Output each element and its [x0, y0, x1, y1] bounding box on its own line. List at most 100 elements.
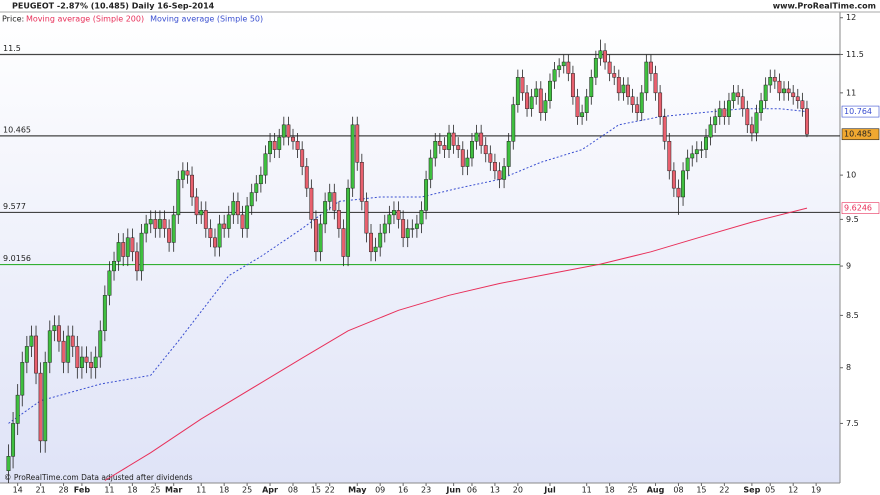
candle-body	[157, 219, 162, 229]
candle-body	[20, 362, 25, 396]
candle-body	[479, 132, 484, 146]
footer: © ProRealTime.com Data adjusted after di…	[4, 473, 193, 482]
candle-body	[309, 187, 314, 220]
candle-body	[616, 77, 621, 94]
level-label: 9.577	[3, 202, 26, 211]
candle-body	[763, 84, 768, 101]
candle-body	[15, 394, 20, 424]
candle-body	[405, 228, 410, 239]
x-tick-label: Feb	[74, 486, 91, 495]
candle-body	[364, 201, 369, 234]
x-tick-label: Jun	[445, 486, 461, 495]
x-tick-label: 13	[490, 486, 500, 495]
x-tick-label: 11	[104, 486, 114, 495]
y-tick-label: 11.5	[846, 50, 864, 59]
candle-body	[690, 153, 695, 159]
x-tick-label: 18	[127, 486, 137, 495]
candle-body	[194, 196, 199, 216]
candle-body	[199, 210, 204, 216]
candle-body	[630, 96, 635, 105]
candle-body	[89, 362, 94, 368]
candle-body	[327, 192, 332, 202]
y-tick-label: 9.5	[846, 215, 859, 224]
candle-body	[121, 242, 126, 257]
candle-body	[667, 141, 672, 172]
x-tick-label: 11	[196, 486, 206, 495]
candle-body	[805, 108, 809, 135]
candle-body	[350, 124, 355, 189]
candle-body	[38, 372, 43, 442]
candle-body	[662, 116, 667, 142]
candle-body	[593, 57, 598, 78]
chart-title: PEUGEOT -2.87% (10.485) Daily 16-Sep-201…	[12, 2, 215, 11]
x-tick-label: 12	[788, 486, 798, 495]
candle-body	[70, 335, 75, 347]
candle-body	[419, 210, 424, 225]
candle-body	[162, 219, 167, 229]
x-tick-label: 08	[673, 486, 683, 495]
legend: Price: Moving average (Simple 200) Moving…	[2, 15, 263, 24]
candle-body	[373, 246, 378, 253]
y-tick-label: 12	[846, 13, 856, 22]
candle-body	[258, 174, 263, 185]
candle-body	[639, 92, 644, 113]
candle-body	[263, 153, 268, 176]
x-tick-label: 16	[398, 486, 408, 495]
candle-body	[612, 73, 617, 78]
x-tick-label: 15	[311, 486, 321, 495]
candle-body	[171, 214, 176, 243]
candle-body	[538, 88, 543, 113]
candle-body	[685, 157, 690, 172]
candle-body	[525, 92, 529, 109]
candle-body	[497, 170, 502, 180]
candle-body	[249, 192, 254, 207]
candle-body	[681, 170, 686, 198]
candle-body	[465, 157, 470, 167]
price-last-label: 10.485	[844, 130, 872, 139]
y-tick-label: 9	[846, 262, 851, 271]
candle-body	[731, 92, 736, 101]
x-tick-label: 25	[150, 486, 160, 495]
candle-body	[456, 145, 461, 150]
candle-body	[61, 340, 66, 363]
level-label: 9.0156	[3, 254, 31, 263]
candle-body	[589, 77, 594, 98]
candle-body	[281, 124, 286, 138]
candle-body	[66, 335, 71, 363]
candle-body	[346, 187, 351, 257]
candle-body	[43, 362, 48, 442]
candle-body	[93, 356, 98, 368]
candle-body	[520, 77, 525, 94]
candle-body	[24, 346, 29, 363]
candle-body	[79, 356, 84, 368]
candle-body	[222, 223, 227, 229]
ma-last-label: 10.764	[844, 107, 872, 116]
candle-body	[428, 157, 433, 180]
candle-body	[795, 96, 800, 101]
candle-body	[726, 100, 731, 117]
candle-body	[6, 456, 11, 472]
candle-body	[254, 183, 259, 193]
candle-body	[488, 153, 493, 163]
candle-body	[382, 223, 387, 234]
candle-body	[800, 100, 805, 109]
candle-body	[598, 50, 603, 59]
candle-body	[502, 166, 507, 180]
candle-body	[437, 141, 442, 146]
candle-body	[190, 174, 194, 198]
candle-body	[676, 187, 681, 198]
candle-body	[644, 61, 649, 94]
candle-body	[313, 219, 318, 253]
x-tick-label: 14	[13, 486, 23, 495]
candle-body	[139, 232, 144, 272]
level-label: 11.5	[3, 44, 21, 53]
candle-body	[47, 330, 52, 363]
candle-body	[401, 219, 406, 239]
candle-body	[543, 100, 548, 113]
candle-body	[392, 210, 396, 216]
website: www.ProRealTime.com	[773, 2, 876, 11]
candle-body	[570, 73, 575, 98]
price-last-box	[841, 128, 880, 141]
candle-body	[135, 251, 139, 272]
